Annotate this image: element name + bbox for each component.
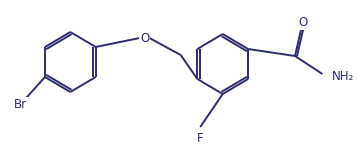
Text: NH₂: NH₂: [332, 70, 354, 84]
Text: Br: Br: [14, 99, 27, 111]
Text: F: F: [197, 132, 204, 145]
Text: O: O: [140, 32, 149, 45]
Text: O: O: [298, 15, 308, 28]
